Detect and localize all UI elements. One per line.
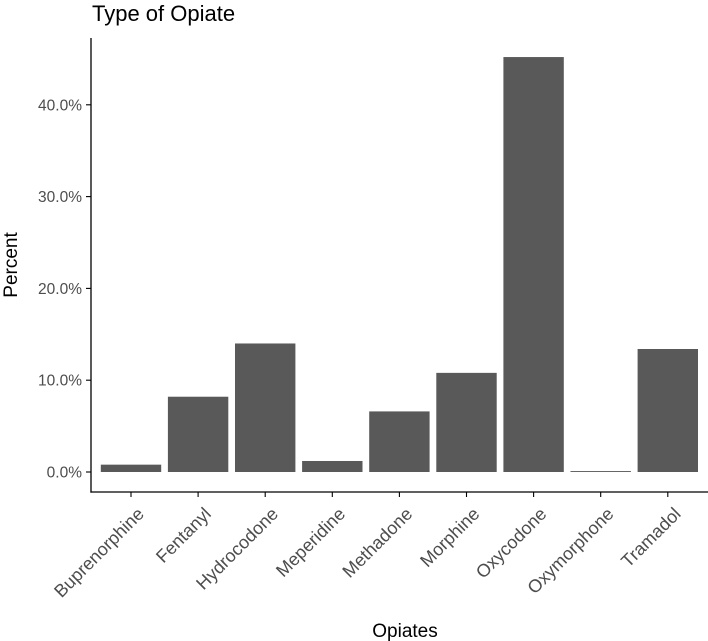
x-axis-ticks: Buprenorphine FentanylHydrocodoneMeperidi… [50, 492, 685, 602]
bar-oxycodone [503, 57, 564, 473]
bar-tramadol [637, 348, 698, 472]
x-tick-label-methadone: Methadone [338, 504, 416, 582]
y-axis-title: Percent [1, 232, 22, 298]
y-tick-label: 20.0% [38, 281, 82, 298]
y-tick-label: 40.0% [38, 97, 82, 114]
y-axis-ticks: 0.0% 10.0% 20.0% 30.0% 40.0% [38, 97, 91, 482]
x-tick-label-fentanyl: Fentanyl [152, 504, 215, 567]
x-tick-label-meperidine: Meperidine [272, 504, 349, 581]
bar-fentanyl [167, 396, 229, 472]
x-tick-label-buprenorphine: Buprenorphine [50, 504, 148, 602]
bar-morphine [436, 372, 497, 472]
bar-oxymorphone [570, 471, 631, 472]
bar-methadone [369, 411, 430, 472]
chart-title: Type of Opiate [92, 1, 235, 26]
y-tick-label: 30.0% [38, 189, 82, 206]
bar-meperidine [302, 460, 363, 472]
x-tick-label-morphine: Morphine [416, 504, 483, 571]
x-axis-title: Opiates [372, 621, 437, 641]
bars-group [100, 57, 698, 473]
y-tick-label: 10.0% [38, 373, 82, 390]
x-tick-label-tramadol: Tramadol [617, 504, 684, 571]
bar-hydrocodone [235, 343, 296, 472]
bar-buprenorphine [100, 464, 162, 472]
y-tick-label: 0.0% [47, 465, 83, 482]
